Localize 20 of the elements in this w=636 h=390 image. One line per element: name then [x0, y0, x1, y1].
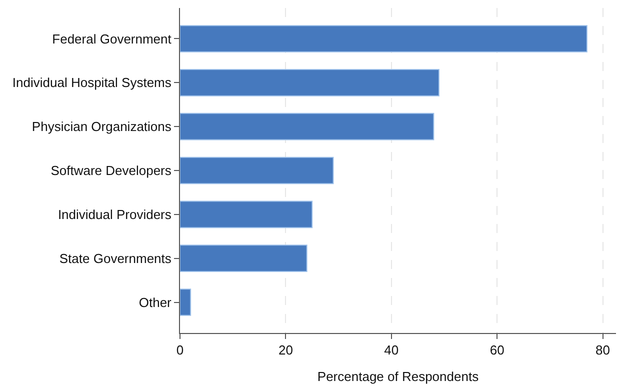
bar: [180, 112, 434, 140]
x-tick-label: 80: [596, 342, 610, 358]
x-tick-label: 20: [278, 342, 293, 358]
bar: [180, 288, 192, 316]
bar: [180, 68, 440, 96]
y-tick-label: Individual Providers: [58, 206, 172, 222]
y-tick-label: Physician Organizations: [32, 119, 172, 134]
y-tick-label: Software Developers: [50, 163, 172, 178]
x-tick-label: 40: [384, 342, 399, 358]
y-tick-label: Other: [138, 294, 172, 310]
bar: [180, 156, 334, 184]
bar: [180, 200, 313, 228]
x-tick-label: 60: [490, 342, 504, 358]
y-tick-label: State Governments: [59, 250, 172, 266]
bar: [180, 244, 308, 272]
y-tick-label: Individual Hospital Systems: [12, 75, 172, 90]
x-axis-title: Percentage of Respondents: [317, 369, 480, 384]
x-tick-label: 0: [176, 342, 184, 358]
y-tick-label: Federal Government: [52, 31, 172, 46]
bar: [180, 25, 588, 52]
